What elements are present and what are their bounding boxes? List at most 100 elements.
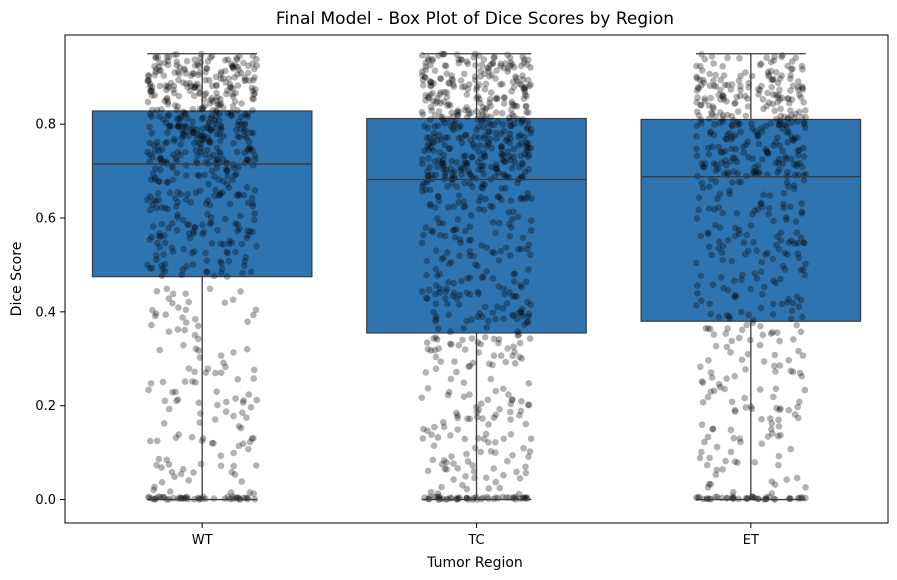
point-tc (506, 153, 514, 160)
point-tc (512, 73, 519, 80)
point-et (799, 313, 806, 321)
point-wt (216, 110, 223, 117)
point-et (772, 368, 779, 375)
point-tc (440, 163, 448, 170)
point-wt (171, 135, 178, 143)
point-et (704, 229, 712, 236)
point-tc (500, 152, 508, 159)
point-tc (526, 335, 534, 342)
point-et (731, 406, 739, 414)
point-wt (209, 106, 217, 114)
point-tc (442, 134, 449, 141)
chart-title: Final Model - Box Plot of Dice Scores by… (276, 9, 674, 29)
point-wt (144, 261, 151, 268)
point-wt (197, 148, 204, 156)
point-et (732, 291, 739, 299)
point-wt (237, 69, 245, 77)
point-tc (478, 61, 486, 69)
point-tc (516, 412, 523, 419)
point-wt (165, 224, 172, 232)
point-et (723, 98, 730, 105)
point-wt (182, 123, 190, 131)
point-et (737, 438, 744, 446)
point-wt (240, 191, 248, 199)
point-tc (494, 494, 502, 502)
point-wt (217, 258, 224, 266)
point-tc (519, 234, 527, 242)
point-tc (494, 193, 502, 201)
point-tc (422, 97, 429, 104)
point-tc (450, 203, 458, 210)
point-wt (246, 489, 254, 496)
point-tc (439, 156, 447, 164)
point-tc (485, 317, 492, 325)
point-et (701, 95, 708, 102)
point-et (761, 283, 768, 291)
point-tc (450, 289, 458, 297)
point-tc (522, 469, 530, 477)
point-wt (206, 100, 214, 107)
point-tc (498, 152, 506, 159)
point-et (781, 266, 789, 273)
point-wt (158, 220, 166, 228)
point-tc (521, 195, 529, 203)
point-tc (527, 435, 535, 443)
point-wt (248, 84, 256, 92)
point-wt (172, 155, 180, 162)
point-tc (527, 81, 534, 88)
point-tc (489, 275, 497, 282)
point-tc (466, 274, 474, 282)
point-tc (522, 103, 530, 110)
point-tc (519, 173, 527, 181)
point-wt (181, 110, 188, 117)
point-wt (146, 265, 154, 272)
point-tc (500, 64, 508, 72)
point-wt (157, 154, 164, 162)
box-wt (91, 110, 313, 278)
point-wt (231, 164, 238, 172)
point-wt (149, 153, 156, 161)
point-wt (223, 167, 230, 175)
point-wt (191, 56, 199, 63)
point-tc (430, 308, 438, 316)
point-et (715, 380, 723, 388)
point-tc (517, 308, 524, 315)
point-wt (244, 318, 251, 326)
point-et (705, 151, 713, 158)
point-et (790, 185, 798, 193)
point-et (778, 94, 786, 102)
point-tc (455, 59, 463, 67)
point-tc (418, 68, 426, 75)
point-tc (474, 313, 482, 321)
point-et (783, 179, 791, 186)
point-wt (189, 118, 196, 126)
point-tc (516, 339, 524, 347)
point-wt (191, 83, 198, 91)
point-tc (444, 249, 451, 256)
point-tc (461, 152, 469, 159)
point-et (789, 65, 796, 73)
point-wt (187, 199, 195, 206)
point-tc (517, 282, 524, 289)
point-tc (525, 109, 532, 116)
point-et (793, 321, 800, 329)
point-et (781, 113, 788, 121)
point-et (695, 206, 702, 214)
point-wt (193, 134, 201, 142)
point-tc (521, 86, 528, 93)
point-et (759, 203, 766, 211)
point-et (787, 72, 794, 79)
point-tc (468, 153, 476, 161)
point-et (750, 167, 758, 175)
point-wt (223, 159, 230, 167)
point-tc (492, 315, 499, 323)
point-tc (500, 315, 507, 323)
point-et (798, 373, 806, 380)
point-wt (241, 258, 248, 265)
point-tc (519, 116, 527, 123)
point-wt (168, 244, 176, 251)
point-wt (161, 97, 168, 105)
point-tc (435, 325, 442, 333)
point-tc (520, 95, 528, 102)
point-et (720, 93, 727, 100)
